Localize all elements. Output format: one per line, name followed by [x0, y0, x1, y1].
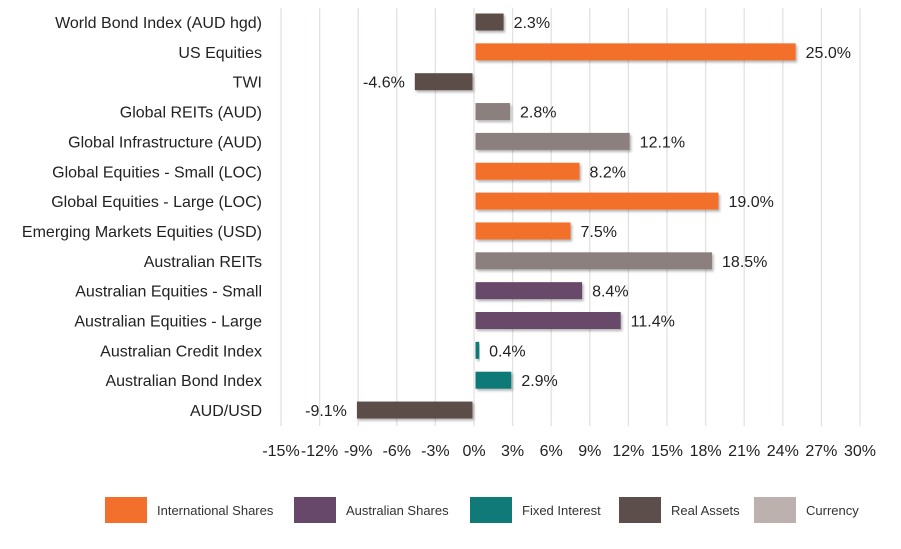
gridlines — [280, 8, 861, 426]
legend-item: Fixed Interest — [470, 495, 601, 525]
value-label: 8.4% — [592, 284, 628, 301]
x-tick-label: 0% — [462, 443, 485, 460]
category-label: Australian Bond Index — [105, 373, 262, 390]
bar — [475, 162, 580, 180]
x-tick-label: 30% — [844, 443, 876, 460]
legend-label: Real Assets — [671, 502, 740, 518]
legend-swatch — [105, 497, 147, 523]
category-label: AUD/USD — [190, 403, 262, 420]
category-label: World Bond Index (AUD hgd) — [55, 15, 262, 32]
category-label: Australian REITs — [144, 254, 262, 271]
legend-label: Australian Shares — [346, 502, 449, 518]
bar — [475, 43, 796, 61]
value-label: -9.1% — [305, 403, 347, 420]
legend: International Shares Australian Shares Fix… — [0, 495, 901, 529]
category-label: Emerging Markets Equities (USD) — [22, 224, 262, 241]
legend-item: Real Assets — [619, 495, 740, 525]
legend-label: International Shares — [157, 502, 274, 518]
category-label: US Equities — [178, 45, 262, 62]
bars — [356, 13, 796, 419]
x-tick-label: 24% — [767, 443, 799, 460]
x-tick-label: 21% — [728, 443, 760, 460]
bar — [475, 222, 571, 240]
bar — [475, 252, 713, 270]
bar — [475, 371, 512, 389]
legend-swatch — [754, 497, 796, 523]
x-tick-label: 27% — [805, 443, 837, 460]
bar — [475, 282, 583, 300]
value-label: -4.6% — [363, 75, 405, 92]
value-label: 19.0% — [728, 194, 773, 211]
category-labels: World Bond Index (AUD hgd) US Equities TWI… — [22, 15, 262, 420]
x-axis-tick-labels: -15% -12% -9% -6% -3% 0% 3% 6% 9% 12% 15% 18% 21% 24%… — [262, 443, 876, 460]
legend-swatch — [619, 497, 661, 523]
category-label: Australian Equities - Small — [75, 284, 262, 301]
category-label: Global Equities - Large (LOC) — [51, 194, 262, 211]
bar-chart: World Bond Index (AUD hgd) US Equities TWI… — [22, 8, 876, 460]
bar — [475, 103, 511, 121]
x-tick-label: 12% — [612, 443, 644, 460]
bar — [475, 132, 630, 150]
value-label: 0.4% — [489, 343, 525, 360]
value-label: 11.4% — [631, 314, 675, 331]
legend-label: Currency — [806, 502, 859, 518]
legend-swatch — [294, 497, 336, 523]
category-label: Global Infrastructure (AUD) — [68, 134, 262, 151]
x-tick-label: 3% — [501, 443, 524, 460]
x-tick-label: 9% — [578, 443, 601, 460]
x-tick-label: 15% — [651, 443, 683, 460]
category-label: Australian Credit Index — [100, 343, 262, 360]
legend-item: Australian Shares — [294, 495, 449, 525]
bar — [414, 73, 473, 91]
value-label: 8.2% — [590, 164, 626, 181]
x-tick-label: 18% — [690, 443, 722, 460]
bar — [356, 401, 473, 419]
category-label: Global Equities - Small (LOC) — [52, 164, 262, 181]
value-label: 25.0% — [806, 45, 851, 62]
category-label: TWI — [233, 75, 262, 92]
category-label: Global REITs (AUD) — [120, 105, 262, 122]
legend-swatch — [470, 497, 512, 523]
value-label: 2.9% — [521, 373, 557, 390]
x-tick-label: -15% — [262, 443, 299, 460]
value-labels: 2.3% 25.0% -4.6% 2.8% 12.1% 8.2% 19.0% 7.5% 18.5… — [305, 15, 851, 420]
bar — [475, 13, 504, 31]
x-tick-label: -9% — [344, 443, 372, 460]
x-tick-label: -6% — [383, 443, 411, 460]
value-label: 12.1% — [640, 134, 685, 151]
legend-item: International Shares — [105, 495, 273, 525]
bar — [475, 312, 621, 329]
value-label: 2.3% — [514, 15, 550, 32]
value-label: 7.5% — [581, 224, 617, 241]
x-tick-label: -3% — [421, 443, 449, 460]
legend-item: Currency — [754, 495, 859, 525]
legend-label: Fixed Interest — [522, 502, 601, 518]
x-tick-label: 6% — [540, 443, 563, 460]
value-label: 2.8% — [520, 105, 556, 122]
bar — [475, 192, 719, 210]
category-label: Australian Equities - Large — [74, 314, 262, 331]
x-tick-label: -12% — [301, 443, 338, 460]
value-label: 18.5% — [722, 254, 767, 271]
bar — [475, 341, 480, 359]
